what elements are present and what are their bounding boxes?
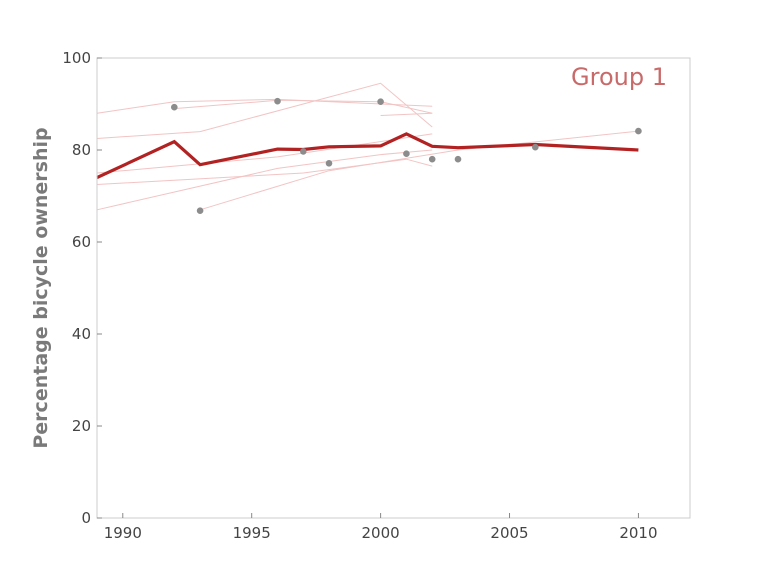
observation-point xyxy=(196,207,204,214)
y-tick-label: 80 xyxy=(72,141,91,159)
group-label: Group 1 xyxy=(571,63,667,91)
x-tick-label: 1995 xyxy=(233,524,271,542)
y-axis: 0 20 40 60 80 100 xyxy=(62,49,102,527)
y-tick-label: 100 xyxy=(62,49,91,67)
y-tick-label: 60 xyxy=(72,233,91,251)
observation-point xyxy=(377,98,384,105)
x-tick-label: 2000 xyxy=(362,524,400,542)
faint-series-line-4 xyxy=(96,149,433,211)
x-axis: 1990 1995 2000 2005 2010 xyxy=(104,513,658,542)
y-axis-label: Percentage bicycle ownership xyxy=(30,127,52,448)
y-tick-label: 20 xyxy=(72,417,91,435)
faint-series-layer xyxy=(96,82,639,211)
x-tick-label: 2005 xyxy=(490,524,528,542)
faint-series-line-6 xyxy=(199,130,639,211)
average-series-layer xyxy=(96,132,639,180)
observation-point xyxy=(428,155,436,163)
observation-point xyxy=(171,103,178,111)
observation-point xyxy=(325,160,333,167)
faint-series-line-2 xyxy=(174,99,433,114)
average-series-line xyxy=(96,132,639,180)
observation-points-layer xyxy=(171,97,642,214)
faint-series-line-8 xyxy=(380,112,433,116)
y-tick-label: 40 xyxy=(72,325,91,343)
x-tick-label: 2010 xyxy=(619,524,657,542)
faint-series-line-3 xyxy=(96,82,433,139)
y-tick-label: 0 xyxy=(81,509,91,527)
observation-point xyxy=(454,155,462,163)
observation-point xyxy=(532,143,539,151)
x-tick-label: 1990 xyxy=(104,524,142,542)
observation-point xyxy=(635,127,642,135)
observation-point xyxy=(403,150,410,157)
observation-point xyxy=(300,148,307,155)
faint-series-line-7 xyxy=(96,133,433,174)
faint-series-line-1 xyxy=(96,98,433,114)
plot-frame xyxy=(96,57,691,519)
observation-point xyxy=(274,97,281,105)
